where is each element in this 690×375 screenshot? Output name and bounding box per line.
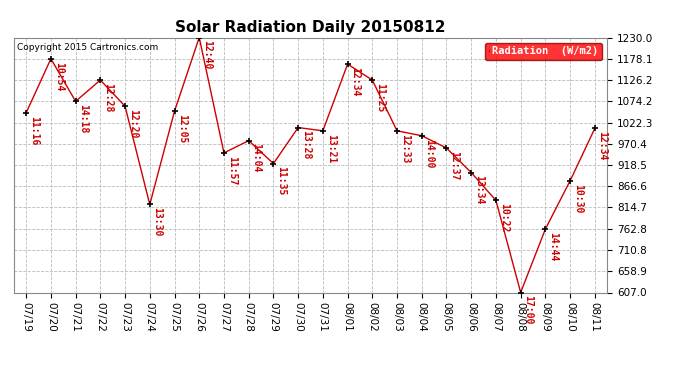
Text: 13:21: 13:21 [326,134,335,163]
Text: 13:30: 13:30 [152,207,163,237]
Text: 12:33: 12:33 [400,134,410,163]
Text: 14:18: 14:18 [79,104,88,134]
Text: 12:20: 12:20 [128,109,138,138]
Text: Copyright 2015 Cartronics.com: Copyright 2015 Cartronics.com [17,43,158,52]
Text: 13:34: 13:34 [474,176,484,205]
Text: 10:54: 10:54 [54,62,63,91]
Text: 11:35: 11:35 [276,166,286,196]
Text: 11:25: 11:25 [375,83,385,112]
Text: 14:44: 14:44 [548,232,558,261]
Text: 11:16: 11:16 [29,116,39,145]
Text: 12:34: 12:34 [351,67,360,96]
Text: 11:57: 11:57 [227,156,237,185]
Text: 17:00: 17:00 [524,295,533,325]
Text: 10:22: 10:22 [499,203,509,232]
Text: 12:34: 12:34 [598,131,608,160]
Text: 10:30: 10:30 [573,183,583,213]
Text: 12:40: 12:40 [202,40,212,70]
Text: 14:04: 14:04 [251,143,262,173]
Text: 12:37: 12:37 [449,151,460,180]
Legend: Radiation  (W/m2): Radiation (W/m2) [485,43,602,60]
Text: 12:28: 12:28 [103,83,113,112]
Title: Solar Radiation Daily 20150812: Solar Radiation Daily 20150812 [175,20,446,35]
Text: 13:28: 13:28 [301,130,311,160]
Text: 14:00: 14:00 [424,138,435,168]
Text: 12:05: 12:05 [177,114,187,143]
